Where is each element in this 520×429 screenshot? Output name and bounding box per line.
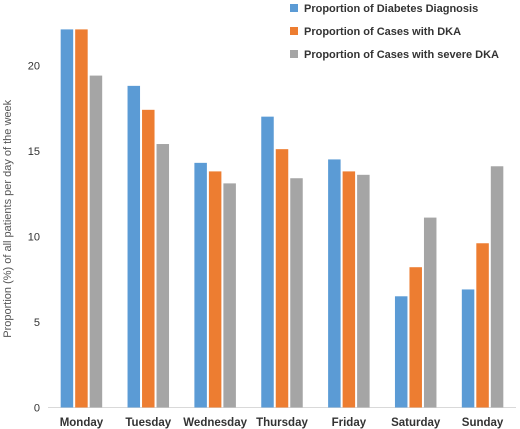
legend-label: Proportion of Cases with severe DKA [304,49,499,61]
bar [261,116,274,408]
x-tick-label: Tuesday [125,417,171,429]
y-tick-label: 20 [28,60,40,72]
bar [75,29,88,408]
x-tick-label: Sunday [462,417,504,429]
bar [156,144,170,408]
bar [490,166,504,408]
bar [194,162,207,408]
x-tick-label: Wednesday [183,417,247,429]
x-tick-label: Saturday [391,417,441,429]
legend-label: Proportion of Cases with DKA [304,26,461,38]
bar [223,183,236,408]
bar [394,296,408,408]
bar [409,267,422,408]
bars [60,29,504,408]
legend-swatch [290,27,298,35]
bar [461,289,475,408]
bar [208,171,222,408]
y-tick-label: 10 [28,231,40,243]
y-tick-label: 0 [34,403,40,415]
bar [142,109,155,408]
x-tick-label: Friday [332,417,367,429]
legend: Proportion of Diabetes Diagnosis Proporti… [290,3,499,61]
bar [357,174,370,408]
category-labels: Monday Tuesday Wednesday Thursday Friday Satu… [60,417,504,429]
bar [290,178,303,408]
bar [60,29,74,408]
legend-swatch [290,4,298,12]
bar [89,75,103,408]
bar [342,171,356,408]
x-tick-label: Monday [60,417,104,429]
y-tick-label: 5 [34,317,40,329]
x-tick-label: Thursday [256,417,308,429]
y-tick-label: 15 [28,146,40,158]
legend-label: Proportion of Diabetes Diagnosis [304,3,478,15]
bar [476,243,489,408]
bar [275,149,289,408]
y-axis-title: Proportion (%) of all patients per day o… [2,99,14,337]
bar [423,217,437,408]
legend-swatch [290,50,298,58]
bar [127,85,141,408]
y-tick-labels: 0 5 10 15 20 [28,60,40,414]
bar [328,159,341,408]
